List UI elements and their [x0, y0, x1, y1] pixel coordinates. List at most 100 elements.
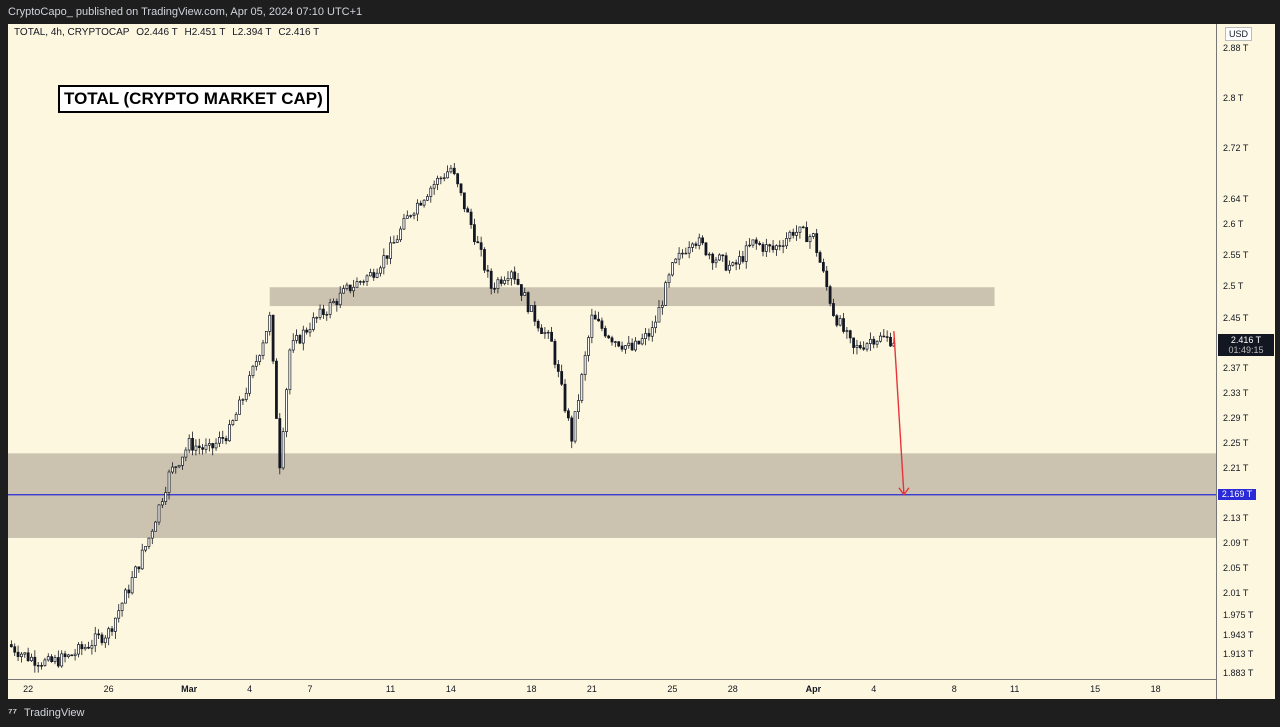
legend-open: O2.446 T	[136, 27, 178, 38]
candle-body-41	[147, 537, 151, 547]
candle-body-160	[546, 331, 550, 334]
candle-body-216	[734, 262, 738, 265]
candle-body-202	[687, 247, 691, 254]
candle-body-249	[845, 330, 849, 332]
candle-body-70	[244, 392, 248, 400]
candle-body-31	[113, 617, 117, 632]
candle-body-138	[473, 224, 476, 243]
price-tick-1: 2.8 T	[1223, 93, 1244, 104]
candle-body-230	[781, 245, 785, 247]
candle-body-25	[93, 633, 97, 646]
currency-label[interactable]: USD	[1225, 27, 1253, 41]
candle-body-27	[100, 634, 104, 644]
time-tick-15: 15	[1090, 684, 1101, 694]
candle-body-80	[278, 418, 282, 469]
time-tick-11: Apr	[805, 684, 822, 694]
candle-body-117	[402, 218, 406, 230]
candle-body-113	[389, 242, 392, 259]
candle-body-92	[318, 308, 322, 318]
candle-body-51	[181, 456, 184, 466]
time-axis[interactable]: 22 26 Mar 4 7 11 14 18 21 25 28 Apr 4 8 11 15 18	[8, 679, 1216, 699]
candle-body-108	[372, 272, 376, 278]
legend-symbol: TOTAL, 4h, CRYPTOCAP	[14, 27, 130, 38]
price-tick-12: 2.21 T	[1223, 463, 1249, 474]
candle-body-180	[613, 341, 617, 343]
candle-body-213	[724, 255, 728, 271]
candle-body-114	[392, 242, 396, 244]
price-axis[interactable]: USD 2.88 T 2.8 T 2.72 T 2.64 T 2.6 T 2.55 T 2.…	[1216, 24, 1275, 699]
candle-body-66	[231, 420, 235, 426]
publish-header: CryptoCapo_ published on TradingView.com…	[0, 0, 1280, 24]
candle-body-168	[573, 411, 577, 442]
candle-body-5	[26, 652, 30, 662]
candle-body-39	[140, 549, 144, 570]
ohlc-legend: TOTAL, 4h, CRYPTOCAP O2.446 T H2.451 T L…	[14, 27, 323, 38]
candle-body-154	[526, 292, 530, 313]
candle-body-7	[33, 656, 37, 666]
candle-body-98	[338, 292, 342, 306]
candle-body-11	[46, 656, 50, 661]
candle-body-9	[40, 665, 43, 667]
support-level-badge: 2.169 T	[1218, 488, 1256, 500]
candle-body-120	[412, 213, 416, 216]
candle-body-37	[134, 566, 137, 578]
price-tick-14: 2.09 T	[1223, 538, 1249, 549]
candle-body-71	[248, 375, 251, 394]
candle-body-121	[415, 202, 419, 215]
candle-body-43	[154, 521, 158, 532]
candle-body-131	[449, 167, 453, 173]
candle-body-141	[483, 249, 486, 271]
time-tick-12: 4	[871, 684, 877, 694]
candle-body-151	[516, 278, 520, 285]
candle-body-229	[778, 245, 782, 247]
candle-body-64	[224, 438, 228, 442]
candle-body-223	[758, 242, 762, 245]
candle-body-16	[63, 653, 67, 658]
candle-body-171	[583, 355, 587, 375]
candle-body-189	[644, 333, 647, 339]
candle-body-135	[462, 192, 466, 210]
candle-body-76	[264, 331, 268, 344]
candle-body-122	[419, 202, 423, 206]
candle-body-103	[355, 281, 359, 288]
candle-body-153	[523, 292, 527, 296]
candle-body-128	[439, 177, 443, 180]
candle-body-146	[499, 279, 503, 284]
candle-body-158	[540, 327, 543, 334]
candle-body-214	[728, 264, 731, 271]
candle-body-255	[865, 343, 869, 350]
chart-annotation-title: TOTAL (CRYPTO MARKET CAP)	[58, 85, 329, 113]
candle-body-102	[352, 286, 356, 292]
candle-body-105	[362, 281, 366, 283]
candle-body-225	[764, 244, 768, 252]
candle-body-47	[167, 471, 171, 493]
candle-body-57	[201, 447, 205, 450]
candle-body-190	[647, 333, 651, 337]
candle-body-104	[358, 281, 362, 283]
candle-body-32	[117, 610, 121, 619]
candle-body-59	[207, 443, 211, 446]
candle-body-58	[204, 444, 208, 450]
candle-body-35	[127, 589, 131, 594]
candle-body-260	[882, 335, 886, 338]
candle-body-74	[258, 355, 262, 362]
candle-body-54	[191, 438, 194, 451]
price-tick-20: 1.883 T	[1223, 667, 1254, 678]
candle-body-28	[103, 637, 107, 644]
candle-body-88	[305, 329, 309, 333]
candle-body-89	[308, 329, 312, 333]
candle-body-219	[744, 245, 748, 262]
candle-body-73	[254, 361, 258, 367]
candle-body-186	[634, 340, 637, 351]
plot-area[interactable]: TOTAL, 4h, CRYPTOCAP O2.446 T H2.451 T L…	[8, 24, 1216, 679]
last-price-value: 2.416 T	[1230, 334, 1262, 345]
candle-body-52	[184, 449, 188, 458]
candle-body-251	[852, 337, 855, 348]
candle-body-124	[426, 196, 429, 201]
candle-body-200	[681, 252, 684, 255]
time-tick-13: 8	[951, 684, 957, 694]
projection-arrow-shaft	[893, 331, 905, 495]
candle-body-130	[446, 171, 449, 179]
candle-body-30	[110, 628, 114, 632]
price-tick-7: 2.45 T	[1223, 312, 1249, 323]
